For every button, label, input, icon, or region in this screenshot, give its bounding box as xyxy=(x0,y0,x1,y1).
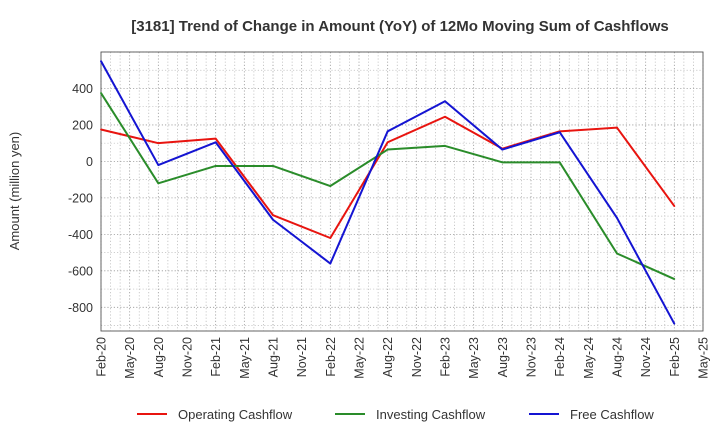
investing-cashflow-point xyxy=(673,278,676,280)
investing-cashflow-point xyxy=(386,148,389,151)
free-cashflow-point xyxy=(157,164,160,166)
operating-cashflow-point xyxy=(329,237,332,239)
x-tick-label: Aug-24 xyxy=(611,337,625,377)
x-tick-label: May-21 xyxy=(238,337,252,379)
investing-cashflow-point xyxy=(272,165,274,167)
x-tick-label: May-22 xyxy=(353,337,367,379)
x-tick-label: Nov-21 xyxy=(295,337,309,377)
free-cashflow-point xyxy=(214,141,217,144)
operating-cashflow-point xyxy=(100,128,102,131)
legend-item-free-cashflow: Free Cashflow xyxy=(529,407,654,422)
investing-cashflow-point xyxy=(157,182,160,185)
operating-cashflow-point xyxy=(386,141,389,144)
y-tick-label: -600 xyxy=(68,264,93,278)
x-tick-label: Feb-24 xyxy=(553,337,567,377)
legend-item-operating-cashflow: Operating Cashflow xyxy=(137,407,293,422)
free-cashflow-point xyxy=(272,218,274,221)
x-tick-label: Nov-20 xyxy=(181,337,195,377)
legend-label: Operating Cashflow xyxy=(178,407,293,422)
free-cashflow-point xyxy=(444,100,446,103)
x-tick-label: May-23 xyxy=(467,337,481,379)
y-tick-label: -200 xyxy=(68,191,93,205)
y-axis-label: Amount (million yen) xyxy=(7,132,22,251)
x-tick-label: May-25 xyxy=(697,337,711,379)
x-tick-label: May-24 xyxy=(582,337,596,379)
free-cashflow-point xyxy=(673,322,676,325)
x-tick-label: Feb-25 xyxy=(668,337,682,377)
legend-item-investing-cashflow: Investing Cashflow xyxy=(335,407,486,422)
legend: Operating Cashflow Investing Cashflow Free… xyxy=(137,407,654,422)
x-tick-label: Aug-23 xyxy=(496,337,510,377)
x-tick-label: Aug-20 xyxy=(152,337,166,377)
x-tick-label: Aug-22 xyxy=(381,337,395,377)
y-tick-label: 400 xyxy=(72,82,93,96)
operating-cashflow-point xyxy=(214,137,217,140)
operating-cashflow-point xyxy=(272,214,274,217)
free-cashflow-point xyxy=(329,262,332,265)
free-cashflow-point xyxy=(501,148,504,151)
x-tick-label: Nov-22 xyxy=(410,337,424,377)
free-cashflow-point xyxy=(100,60,102,63)
x-tick-label: Feb-20 xyxy=(95,337,109,377)
investing-cashflow-point xyxy=(616,252,618,255)
x-tick-label: Nov-23 xyxy=(525,337,539,377)
investing-cashflow-point xyxy=(558,161,561,164)
free-cashflow-point xyxy=(386,130,389,133)
investing-cashflow-point xyxy=(100,92,102,94)
x-tick-label: May-20 xyxy=(123,337,137,379)
investing-cashflow-point xyxy=(214,165,217,167)
investing-cashflow-point xyxy=(444,145,446,147)
chart-title: [3181] Trend of Change in Amount (YoY) o… xyxy=(131,18,669,35)
operating-cashflow-point xyxy=(444,115,446,118)
y-tick-label: 0 xyxy=(86,155,93,169)
x-tick-label: Feb-22 xyxy=(324,337,338,377)
operating-cashflow-point xyxy=(673,205,676,207)
operating-cashflow-point xyxy=(157,142,160,145)
x-tick-label: Feb-23 xyxy=(439,337,453,377)
legend-label: Free Cashflow xyxy=(570,407,654,422)
legend-label: Investing Cashflow xyxy=(376,407,486,422)
y-tick-label: -400 xyxy=(68,228,93,242)
y-tick-label: 200 xyxy=(72,118,93,132)
y-tick-label: -800 xyxy=(68,301,93,315)
plot-area: 400 200 0 -200 -400 -600 -800 Feb-20 May-20 Aug-2… xyxy=(68,51,711,379)
x-tick-label: Aug-21 xyxy=(267,337,281,377)
x-tick-label: Feb-21 xyxy=(209,337,223,377)
investing-cashflow-point xyxy=(501,161,504,164)
plot-frame xyxy=(100,51,704,332)
free-cashflow-point xyxy=(616,217,618,219)
free-cashflow-point xyxy=(558,131,561,134)
x-tick-label: Nov-24 xyxy=(639,337,653,377)
investing-cashflow-point xyxy=(329,185,332,187)
operating-cashflow-point xyxy=(616,126,618,129)
